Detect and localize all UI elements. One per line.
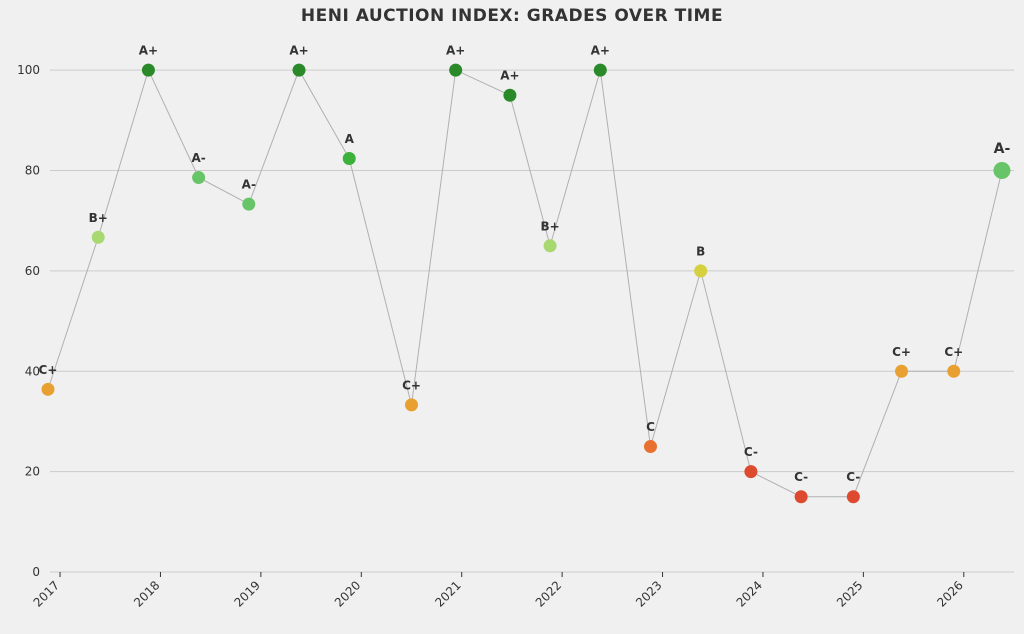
grade-label: C+	[402, 378, 421, 392]
y-tick-label: 80	[25, 164, 40, 178]
data-point	[503, 88, 517, 102]
data-point	[744, 465, 758, 479]
data-point	[895, 364, 909, 378]
data-point	[593, 63, 607, 77]
grade-label: C+	[944, 345, 963, 359]
data-point	[543, 239, 557, 253]
data-point	[947, 364, 961, 378]
data-point	[449, 63, 463, 77]
data-point	[342, 151, 356, 165]
y-tick-label: 20	[25, 465, 40, 479]
x-tick-label: 2021	[432, 578, 463, 609]
x-axis-ticks: 2017 2018 2019 2020 2021 2022 2023 2024 2025 2026	[31, 572, 966, 610]
grade-label: C+	[39, 363, 58, 377]
y-tick-label: 100	[17, 63, 40, 77]
x-tick-label: 2022	[533, 578, 564, 609]
grade-label: A-	[242, 178, 256, 192]
x-tick-label: 2025	[834, 578, 865, 609]
x-tick-label: 2018	[131, 578, 162, 609]
trend-line	[47, 68, 1003, 498]
grade-label: B+	[89, 211, 108, 225]
x-tick-label: 2026	[934, 578, 965, 609]
y-tick-label: 0	[32, 565, 40, 579]
data-point	[643, 440, 657, 454]
grade-label: B+	[540, 219, 559, 233]
grade-label: A-	[191, 151, 205, 165]
data-point	[41, 382, 55, 396]
data-point	[993, 162, 1011, 180]
data-point	[292, 63, 306, 77]
y-axis-ticks: 0 20 40 60 80 100	[17, 63, 40, 579]
data-points	[41, 63, 1011, 504]
data-point	[242, 197, 256, 211]
grade-labels: C+ B+ A+ A- A- A+ A C+ A+ A+ B+ A+ C B C- C- C- C+ C+ A-	[39, 44, 1011, 485]
x-tick-label: 2019	[231, 578, 262, 609]
x-tick-label: 2024	[734, 578, 765, 609]
grade-label: A+	[446, 44, 465, 58]
chart-title: HENI AUCTION INDEX: GRADES OVER TIME	[301, 6, 723, 26]
data-point	[405, 398, 418, 412]
grade-label: C-	[846, 470, 860, 484]
data-point	[141, 63, 155, 77]
grade-label: C	[646, 420, 655, 434]
x-tick-label: 2023	[633, 578, 664, 609]
grade-label: A+	[139, 44, 158, 58]
data-point	[694, 264, 708, 278]
data-point	[794, 490, 808, 504]
y-tick-label: 40	[25, 364, 40, 378]
grade-label: C-	[794, 470, 808, 484]
grade-label: C+	[892, 345, 911, 359]
data-point	[91, 230, 105, 244]
grade-label: A+	[591, 44, 610, 58]
x-tick-label: 2020	[332, 578, 363, 609]
data-point	[192, 171, 206, 185]
grade-label: B	[696, 244, 705, 258]
gridlines	[50, 69, 1014, 573]
grade-label: A+	[289, 44, 308, 58]
y-tick-label: 60	[25, 264, 40, 278]
grade-label: A-	[994, 141, 1011, 157]
grade-label: C-	[744, 445, 758, 459]
data-point	[846, 490, 860, 504]
grade-label: A	[345, 132, 355, 146]
grade-label: A+	[500, 69, 519, 83]
x-tick-label: 2017	[31, 578, 62, 609]
